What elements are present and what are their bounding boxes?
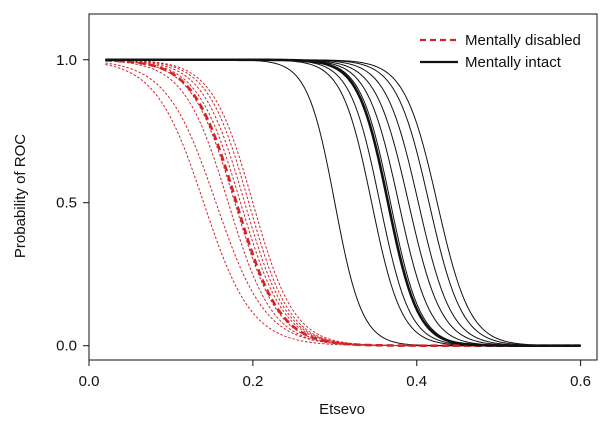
curve-mentally-disabled-5 xyxy=(105,59,581,347)
curve-mentally-disabled-3 xyxy=(105,60,581,347)
x-axis-ticks: 0.0 0.2 0.4 0.6 xyxy=(79,360,591,390)
curve-mentally-intact-17 xyxy=(105,59,581,347)
x-tick-label: 0.6 xyxy=(570,373,591,390)
x-tick-label: 0.2 xyxy=(242,373,263,390)
legend-label-mentally-disabled: Mentally disabled xyxy=(465,32,581,49)
curve-mentally-disabled-4 xyxy=(105,59,581,347)
curve-mentally-intact-13 xyxy=(105,59,581,347)
legend-label-mentally-intact: Mentally intact xyxy=(465,54,562,71)
y-axis-ticks: 0.0 0.5 1.0 xyxy=(56,52,89,355)
x-axis-label: Etsevo xyxy=(319,401,365,418)
mean-curve-mentally-disabled xyxy=(105,59,581,347)
y-tick-label: 1.0 xyxy=(56,52,77,69)
x-tick-label: 0.4 xyxy=(406,373,427,390)
curve-mentally-intact-10 xyxy=(105,59,581,347)
y-tick-label: 0.0 xyxy=(56,338,77,355)
curve-mentally-intact-15 xyxy=(105,59,581,347)
curve-mentally-intact-14 xyxy=(105,59,581,347)
curve-mentally-disabled-8 xyxy=(105,59,581,347)
series-layer xyxy=(105,58,581,347)
curve-mentally-intact-11 xyxy=(105,59,581,347)
curve-mentally-disabled-6 xyxy=(105,59,581,347)
x-tick-label: 0.0 xyxy=(79,373,100,390)
y-tick-label: 0.5 xyxy=(56,195,77,212)
curve-mentally-intact-16 xyxy=(105,59,581,347)
curve-mentally-disabled-7 xyxy=(105,59,581,347)
curve-mentally-disabled-2 xyxy=(105,62,581,347)
mean-curve-mentally-intact xyxy=(105,58,581,347)
legend: Mentally disabled Mentally intact xyxy=(420,32,581,71)
curve-mentally-intact-12 xyxy=(105,59,581,347)
curve-mentally-intact-18 xyxy=(105,59,581,347)
curve-mentally-disabled-1 xyxy=(105,64,581,347)
plot-frame xyxy=(88,13,598,361)
y-axis-label: Probability of ROC xyxy=(12,134,29,258)
